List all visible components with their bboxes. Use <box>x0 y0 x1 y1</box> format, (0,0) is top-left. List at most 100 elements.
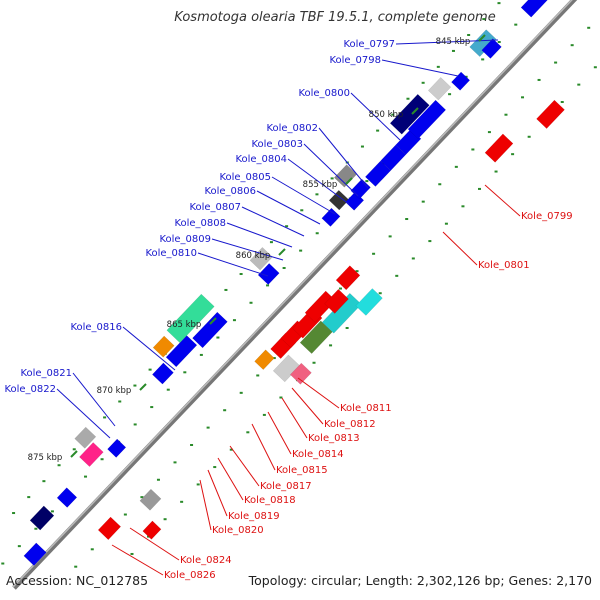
tick-mark <box>123 513 127 516</box>
gene-label-kole_0803: Kole_0803 <box>251 139 303 150</box>
forward-gene-arrow <box>192 311 228 349</box>
leader-line <box>267 411 292 455</box>
leader-line <box>197 252 269 277</box>
leader-line <box>129 527 180 561</box>
tick-mark <box>454 165 458 168</box>
tick-mark <box>199 353 203 356</box>
tick-mark <box>285 225 289 228</box>
leader-line <box>395 39 499 45</box>
tick-mark <box>511 153 515 156</box>
scale-label: 855 kbp <box>303 180 338 190</box>
leader-line <box>303 143 359 197</box>
reverse-gene-arrow <box>289 362 312 385</box>
gene-label-kole_0824: Kole_0824 <box>180 555 232 566</box>
tick-mark <box>130 552 134 555</box>
leader-line <box>122 326 176 371</box>
tick-mark <box>173 461 177 464</box>
accession-text: Accession: NC_012785 <box>6 573 149 588</box>
gene-label-kole_0804: Kole_0804 <box>235 154 287 165</box>
tick-mark <box>256 374 260 377</box>
leader-line <box>199 479 212 531</box>
gene-features <box>23 0 565 566</box>
tick-mark <box>436 65 440 68</box>
leader-line <box>226 222 293 248</box>
gene-label-kole_0809: Kole_0809 <box>159 234 211 245</box>
tick-mark <box>537 78 541 81</box>
forward-gene-arrow <box>333 164 358 188</box>
gene-label-kole_0797: Kole_0797 <box>343 39 395 50</box>
tick-mark <box>497 41 501 44</box>
tick-mark <box>133 423 137 426</box>
tick-mark <box>206 426 210 429</box>
gene-label-kole_0799: Kole_0799 <box>521 211 573 222</box>
tick-mark <box>494 170 498 173</box>
tick-mark <box>239 391 243 394</box>
leader-line <box>72 372 116 427</box>
tick-mark <box>345 326 349 329</box>
forward-gene-arrow <box>481 38 502 59</box>
tick-mark <box>411 257 415 260</box>
backbone-highlight <box>12 0 573 588</box>
tick-mark <box>448 93 452 96</box>
tick-mark <box>239 273 243 276</box>
reverse-gene-arrow <box>536 99 565 129</box>
gene-label-kole_0815: Kole_0815 <box>276 465 328 476</box>
tick-mark <box>282 267 286 270</box>
tick-mark <box>1 562 5 565</box>
forward-gene-arrow <box>427 77 452 101</box>
tick-mark <box>147 535 151 538</box>
tick-mark <box>312 361 316 364</box>
tick-mark <box>560 101 564 104</box>
leader-line <box>111 544 164 576</box>
tick-mark <box>229 448 233 451</box>
forward-gene-arrow <box>389 93 430 135</box>
reverse-gene-arrow <box>139 488 162 511</box>
forward-gene-arrow <box>29 505 55 531</box>
reverse-gene-arrow <box>484 133 514 163</box>
gene-label-kole_0822: Kole_0822 <box>4 384 56 395</box>
backbone-line <box>12 0 578 590</box>
tick-mark <box>421 81 425 84</box>
leader-line <box>217 457 244 501</box>
scale-label: 875 kbp <box>28 453 63 463</box>
gene-label-kole_0801: Kole_0801 <box>478 260 530 271</box>
tick-mark <box>391 113 395 116</box>
tick-mark <box>587 26 591 29</box>
scale-tick <box>209 317 217 325</box>
forward-gene-arrow <box>152 335 175 358</box>
tick-mark <box>279 396 283 399</box>
tick-mark <box>100 458 104 461</box>
tick-mark <box>406 97 410 100</box>
gene-label-kole_0820: Kole_0820 <box>212 525 264 536</box>
forward-gene-arrow <box>56 487 78 508</box>
reverse-gene-arrow <box>299 320 333 354</box>
tick-mark <box>482 18 486 21</box>
scale-tick <box>139 383 147 391</box>
reverse-gene-arrow <box>355 288 383 316</box>
scale-label: 850 kbp <box>369 110 404 120</box>
tick-mark <box>451 49 455 52</box>
leader-line <box>291 387 324 425</box>
tick-mark <box>266 284 270 287</box>
tick-mark <box>471 148 475 151</box>
leader-line <box>256 190 321 225</box>
leader-line <box>281 397 308 439</box>
tick-mark <box>593 66 597 69</box>
gene-label-kole_0800: Kole_0800 <box>298 88 350 99</box>
tick-mark <box>504 113 508 116</box>
tick-mark <box>514 23 518 26</box>
tick-mark <box>12 512 16 515</box>
tick-mark <box>355 270 359 273</box>
tick-mark <box>150 406 154 409</box>
gene-label-kole_0810: Kole_0810 <box>145 248 197 259</box>
leader-line <box>207 469 228 517</box>
leader-line <box>287 158 350 205</box>
tick-mark <box>299 249 303 252</box>
gene-label-kole_0812: Kole_0812 <box>324 419 376 430</box>
tick-mark <box>249 301 253 304</box>
tick-mark <box>360 145 364 148</box>
scale-tick <box>345 177 353 185</box>
tick-mark <box>190 443 194 446</box>
tick-mark <box>428 240 432 243</box>
leader-line <box>442 231 478 266</box>
